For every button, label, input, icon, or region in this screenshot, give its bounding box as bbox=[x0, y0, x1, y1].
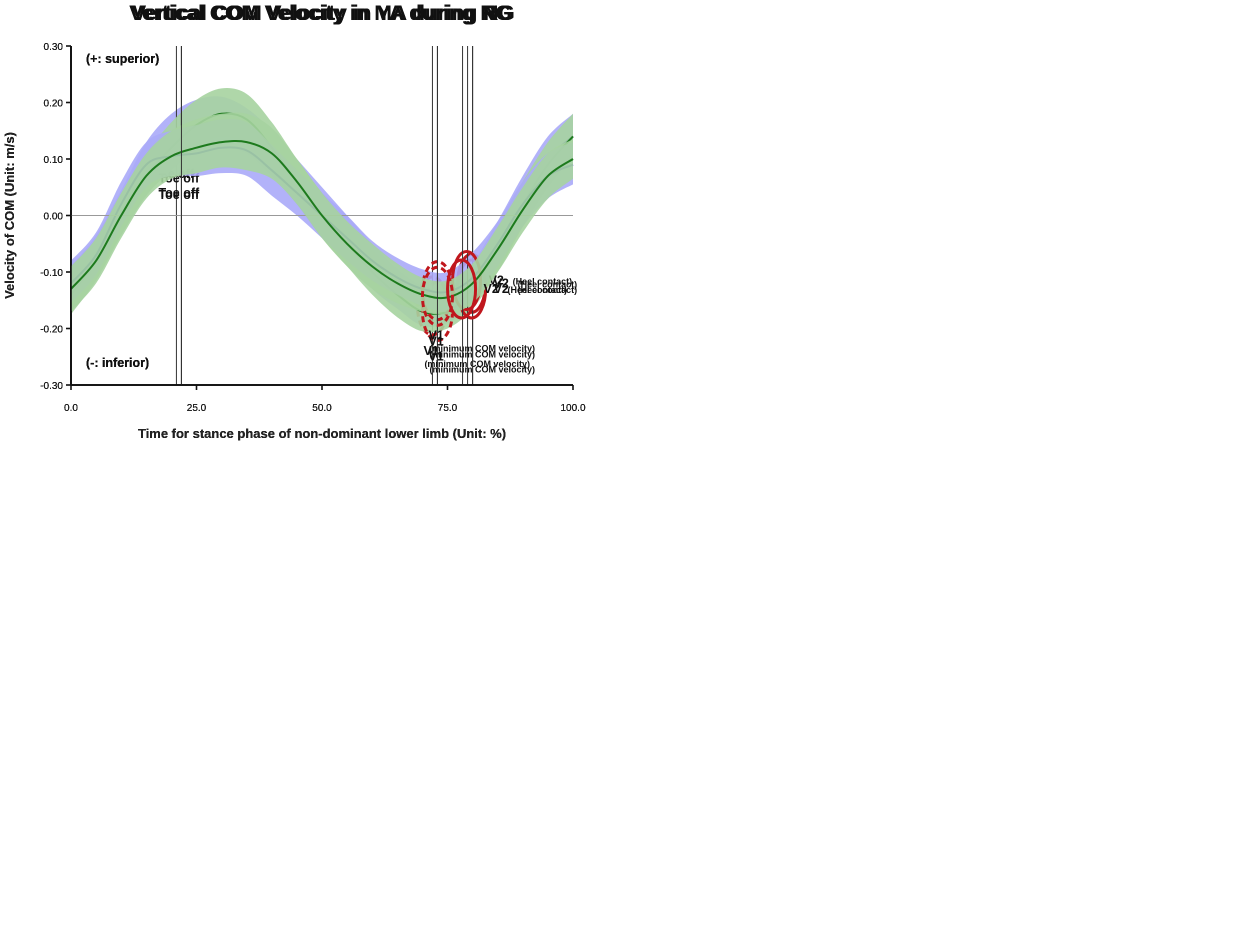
y-axis-label: Velocity of COM (Unit: m/s) bbox=[2, 132, 17, 299]
x-tick-label: 50.0 bbox=[312, 403, 332, 414]
y-tick-label: -0.10 bbox=[40, 268, 63, 279]
x-tick-label: 25.0 bbox=[187, 403, 207, 414]
y-tick-label: -0.30 bbox=[40, 381, 63, 392]
superior-note: (+: superior) bbox=[86, 52, 159, 66]
x-tick-label: 50.0 bbox=[312, 403, 332, 414]
y-tick-label: -0.10 bbox=[40, 268, 63, 279]
y-tick-label: 0.30 bbox=[44, 42, 64, 53]
chart-title: Vertical COM Velocity in YA during NG bbox=[132, 2, 512, 25]
v1-label: V1 bbox=[428, 334, 443, 348]
v1-label: V1 bbox=[428, 329, 443, 343]
chart-title: Vertical COM Velocity in YA during RG bbox=[132, 2, 512, 25]
v2-marker bbox=[446, 258, 478, 320]
y-tick-label: 0.30 bbox=[44, 42, 64, 53]
inferior-note: (-: inferior) bbox=[86, 356, 149, 370]
y-tick-label: 0.10 bbox=[44, 155, 64, 166]
mean-line bbox=[70, 140, 574, 300]
x-tick-label: 25.0 bbox=[187, 403, 207, 414]
v2-note: (Heel contact) bbox=[518, 279, 578, 289]
chart-title: Vertical COM Velocity in MA during NG bbox=[129, 2, 514, 25]
x-tick-label: 100.0 bbox=[560, 403, 585, 414]
x-tick-label: 75.0 bbox=[438, 403, 458, 414]
v2-label: V2 bbox=[494, 282, 509, 296]
x-tick-label: 0.0 bbox=[64, 403, 78, 414]
y-tick-label: -0.30 bbox=[40, 381, 63, 392]
y-tick-label: -0.20 bbox=[40, 325, 63, 336]
y-tick-label: -0.20 bbox=[40, 325, 63, 336]
superior-note: (+: superior) bbox=[86, 52, 159, 66]
y-tick-label: 0.00 bbox=[44, 212, 64, 223]
sd-band bbox=[71, 112, 573, 315]
y-tick-label: -0.10 bbox=[40, 268, 63, 279]
chart-svg: Vertical COM Velocity in MA during RG 0.3… bbox=[2, 2, 586, 441]
v1-note: (minimum COM velocity) bbox=[429, 365, 535, 375]
x-tick-label: 100.0 bbox=[560, 403, 585, 414]
y-tick-label: 0.20 bbox=[44, 99, 64, 110]
inferior-note: (-: inferior) bbox=[86, 356, 149, 370]
x-tick-label: 100.0 bbox=[560, 403, 585, 414]
y-tick-label: 0.10 bbox=[44, 155, 64, 166]
x-tick-label: 75.0 bbox=[438, 403, 458, 414]
x-axis-label: Time for stance phase of non-dominant lo… bbox=[138, 426, 506, 441]
inferior-note: (-: inferior) bbox=[86, 356, 149, 370]
x-axis-label: Time for stance phase of non-dominant lo… bbox=[138, 426, 506, 441]
y-tick-label: -0.10 bbox=[40, 268, 63, 279]
x-tick-label: 100.0 bbox=[560, 403, 585, 414]
inferior-note: (-: inferior) bbox=[86, 356, 149, 370]
x-tick-label: 0.0 bbox=[64, 403, 78, 414]
x-axis-label: Time for stance phase of non-dominant lo… bbox=[138, 426, 506, 441]
x-axis-label: Time for stance phase of non-dominant lo… bbox=[138, 426, 506, 441]
v1-note: (minimum COM velocity) bbox=[429, 344, 535, 354]
chart-panel-ma-rg: Vertical COM Velocity in MA during RG 0.3… bbox=[0, 0, 617, 472]
superior-note: (+: superior) bbox=[86, 52, 159, 66]
x-tick-label: 0.0 bbox=[64, 403, 78, 414]
x-tick-label: 75.0 bbox=[438, 403, 458, 414]
v2-label: V2 bbox=[494, 276, 509, 290]
y-tick-label: -0.30 bbox=[40, 381, 63, 392]
y-tick-label: 0.00 bbox=[44, 212, 64, 223]
v1-note: (minimum COM velocity) bbox=[429, 349, 535, 359]
y-axis-label: Velocity of COM (Unit: m/s) bbox=[2, 132, 17, 299]
toe-off-label: Toe off bbox=[158, 188, 200, 202]
y-tick-label: 0.00 bbox=[44, 212, 64, 223]
x-tick-label: 50.0 bbox=[312, 403, 332, 414]
y-axis-label: Velocity of COM (Unit: m/s) bbox=[2, 132, 17, 299]
y-tick-label: -0.20 bbox=[40, 325, 63, 336]
x-tick-label: 75.0 bbox=[438, 403, 458, 414]
x-tick-label: 25.0 bbox=[187, 403, 207, 414]
y-tick-label: 0.20 bbox=[44, 99, 64, 110]
y-tick-label: 0.20 bbox=[44, 99, 64, 110]
v2-note: (Heel contact) bbox=[508, 285, 568, 295]
v1-note: (minimum COM velocity) bbox=[424, 359, 530, 369]
y-tick-label: 0.10 bbox=[44, 155, 64, 166]
x-tick-label: 0.0 bbox=[64, 403, 78, 414]
y-tick-label: 0.20 bbox=[44, 99, 64, 110]
superior-note: (+: superior) bbox=[86, 52, 159, 66]
v2-note: (Heel contact) bbox=[518, 285, 578, 295]
v1-label: V1 bbox=[428, 350, 443, 364]
toe-off-label: Toe off bbox=[158, 186, 200, 200]
y-tick-label: 0.30 bbox=[44, 42, 64, 53]
y-tick-label: -0.30 bbox=[40, 381, 63, 392]
v2-label: V2 bbox=[484, 282, 499, 296]
y-tick-label: 0.30 bbox=[44, 42, 64, 53]
y-tick-label: 0.10 bbox=[44, 155, 64, 166]
y-axis-label: Velocity of COM (Unit: m/s) bbox=[2, 132, 17, 299]
x-tick-label: 25.0 bbox=[187, 403, 207, 414]
y-tick-label: 0.00 bbox=[44, 212, 64, 223]
v1-label: V1 bbox=[423, 344, 438, 358]
y-tick-label: -0.20 bbox=[40, 325, 63, 336]
v1-marker bbox=[420, 265, 454, 327]
x-tick-label: 50.0 bbox=[312, 403, 332, 414]
chart-title: Vertical COM Velocity in MA during RG bbox=[129, 2, 514, 25]
v2-note: (Heel contact) bbox=[513, 276, 573, 286]
